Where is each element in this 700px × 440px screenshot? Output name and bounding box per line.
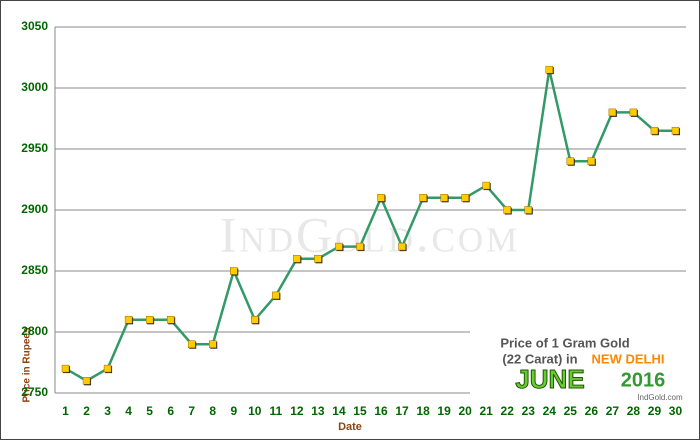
x-tick-label: 6	[167, 404, 174, 418]
x-tick-label: 22	[501, 404, 515, 418]
marker	[293, 255, 301, 263]
x-tick-label: 14	[332, 404, 346, 418]
x-tick-label: 24	[543, 404, 557, 418]
x-tick-label: 28	[627, 404, 641, 418]
marker	[335, 242, 343, 251]
marker	[82, 377, 91, 385]
marker	[103, 364, 112, 373]
legend-line2: (22 Carat) in	[502, 351, 577, 366]
x-tick-label: 7	[188, 404, 195, 418]
marker	[187, 340, 196, 348]
marker	[209, 340, 217, 348]
marker	[524, 206, 532, 214]
marker	[461, 194, 469, 202]
x-tick-label: 1	[62, 404, 69, 418]
marker	[145, 316, 154, 324]
watermark: IndGold.com	[220, 206, 520, 262]
marker	[272, 291, 280, 300]
x-tick-label: 3	[104, 404, 111, 418]
marker	[166, 316, 175, 324]
x-tick-label: 29	[648, 404, 662, 418]
x-tick-label: 11	[270, 404, 283, 418]
x-tick-label: 9	[230, 404, 237, 418]
x-tick-label: 30	[669, 404, 683, 418]
marker	[419, 194, 427, 202]
legend-bg	[470, 330, 688, 425]
x-tick-label: 27	[606, 404, 620, 418]
x-tick-label: 12	[290, 404, 304, 418]
x-tick-label: 23	[522, 404, 536, 418]
x-tick-label: 25	[564, 404, 578, 418]
x-tick-label: 16	[374, 404, 388, 418]
marker	[587, 157, 596, 165]
legend-year: 2016	[621, 369, 666, 391]
x-axis-label: Date	[338, 421, 362, 433]
y-tick-label: 2850	[21, 263, 48, 277]
legend-site: IndGold.com	[637, 393, 683, 402]
legend-line1: Price of 1 Gram Gold	[500, 335, 629, 350]
y-tick-label: 2750	[21, 385, 48, 399]
marker	[124, 316, 133, 324]
marker	[650, 126, 659, 135]
marker	[251, 316, 259, 324]
x-tick-label: 13	[311, 404, 325, 418]
x-tick-label: 15	[353, 404, 367, 418]
marker	[377, 194, 385, 202]
x-tick-label: 4	[125, 404, 132, 418]
marker	[545, 65, 554, 74]
marker	[440, 194, 448, 202]
legend-city: NEW DELHI	[592, 351, 665, 366]
y-tick-label: 2800	[21, 324, 48, 338]
marker	[356, 242, 364, 251]
marker	[398, 242, 406, 251]
y-tick-label: 3000	[21, 80, 48, 94]
marker	[61, 364, 70, 373]
marker	[503, 206, 511, 214]
marker	[314, 255, 322, 263]
y-tick-label: 2900	[21, 202, 48, 216]
x-tick-label: 18	[416, 404, 430, 418]
legend-month: JUNE	[515, 364, 584, 394]
marker	[566, 157, 575, 165]
x-tick-label: 8	[209, 404, 216, 418]
marker	[230, 267, 238, 275]
legend-box: Price of 1 Gram Gold (22 Carat) in NEW D…	[470, 330, 688, 425]
marker	[482, 181, 490, 190]
x-tick-label: 5	[146, 404, 153, 418]
marker	[671, 126, 680, 135]
x-tick-label: 21	[480, 404, 494, 418]
x-tick-label: 10	[248, 404, 262, 418]
y-tick-label: 3050	[21, 19, 48, 33]
marker	[608, 108, 617, 117]
x-tick-label: 26	[585, 404, 599, 418]
x-tick-label: 17	[395, 404, 409, 418]
y-axis-label: Price in Rupees	[22, 327, 33, 402]
marker	[629, 108, 638, 117]
x-tick-label: 19	[437, 404, 451, 418]
x-tick-label: 20	[458, 404, 472, 418]
x-tick-label: 2	[83, 404, 90, 418]
y-tick-label: 2950	[21, 141, 48, 155]
